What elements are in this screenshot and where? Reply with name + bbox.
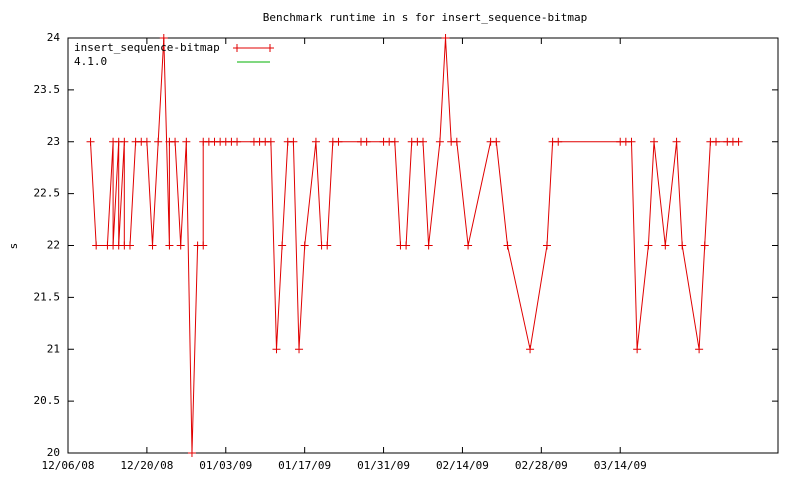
data-point [154, 137, 163, 146]
data-point [187, 449, 196, 457]
data-point [503, 241, 512, 250]
data-point [542, 241, 551, 250]
data-point [289, 137, 298, 146]
data-point [334, 137, 343, 146]
legend-marker [266, 44, 274, 52]
data-point [633, 345, 642, 354]
data-point [644, 241, 653, 250]
chart-title: Benchmark runtime in s for insert_sequen… [263, 11, 588, 24]
data-point [672, 137, 681, 146]
x-tick-label: 03/14/09 [594, 459, 647, 472]
data-point [435, 137, 444, 146]
data-point [627, 137, 636, 146]
data-point [171, 137, 180, 146]
data-point [554, 137, 563, 146]
x-tick-label: 01/17/09 [278, 459, 331, 472]
data-point [92, 241, 101, 250]
x-tick-label: 12/20/08 [120, 459, 173, 472]
data-point [678, 241, 687, 250]
y-axis-label: s [7, 243, 20, 250]
y-tick-label: 21.5 [34, 290, 61, 303]
data-point [402, 241, 411, 250]
data-point [300, 241, 309, 250]
data-point [441, 34, 450, 42]
data-point [148, 241, 157, 250]
data-point [182, 137, 191, 146]
data-point [311, 137, 320, 146]
data-point [424, 241, 433, 250]
data-point [199, 241, 208, 250]
data-point [419, 137, 427, 146]
data-point [159, 34, 168, 42]
data-point [272, 345, 281, 354]
legend-marker [233, 44, 241, 52]
y-tick-label: 20.5 [34, 394, 61, 407]
data-point [176, 241, 185, 250]
data-point [712, 137, 721, 146]
y-tick-label: 21 [47, 342, 60, 355]
data-point [700, 241, 709, 250]
data-point [464, 241, 473, 250]
data-point [86, 137, 95, 146]
x-tick-label: 02/14/09 [436, 459, 489, 472]
data-point [278, 241, 287, 250]
data-point [695, 345, 704, 354]
data-point [734, 137, 743, 146]
y-tick-label: 23.5 [34, 83, 61, 96]
series-line [90, 37, 739, 454]
legend-label: insert_sequence-bitmap [74, 41, 220, 54]
data-point [661, 241, 670, 250]
data-point [362, 137, 371, 146]
data-point [266, 137, 275, 146]
data-point [650, 137, 659, 146]
x-tick-label: 01/31/09 [357, 459, 410, 472]
y-tick-label: 20 [47, 446, 60, 459]
data-point [165, 241, 174, 250]
x-tick-label: 12/06/08 [42, 459, 95, 472]
legend-label: 4.1.0 [74, 55, 107, 68]
plot-border [67, 37, 779, 454]
y-tick-label: 24 [47, 31, 61, 44]
data-point [142, 137, 151, 146]
x-tick-label: 01/03/09 [199, 459, 252, 472]
data-point [526, 345, 535, 354]
y-tick-label: 22.5 [34, 187, 61, 200]
data-point [295, 345, 304, 354]
data-point [452, 137, 461, 146]
data-point [125, 241, 134, 250]
data-point [492, 137, 501, 146]
data-point [390, 137, 399, 146]
x-tick-label: 02/28/09 [515, 459, 568, 472]
data-point [323, 241, 332, 250]
data-point [120, 137, 129, 146]
y-tick-label: 22 [47, 239, 60, 252]
data-point [233, 137, 242, 146]
y-tick-label: 23 [47, 135, 60, 148]
